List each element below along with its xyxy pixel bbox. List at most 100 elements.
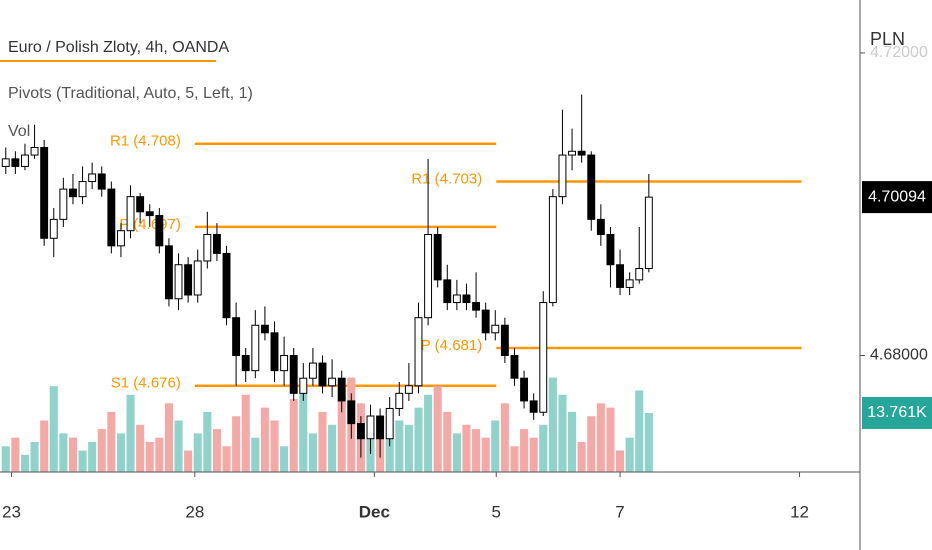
candle-body bbox=[184, 264, 193, 296]
candle-body bbox=[356, 423, 365, 440]
y-tick-label: 4.68000 bbox=[870, 347, 928, 364]
volume-bar bbox=[116, 433, 125, 472]
volume-bar bbox=[625, 437, 634, 472]
candle-body bbox=[40, 147, 49, 239]
pivot-label: R1 (4.708) bbox=[110, 133, 181, 150]
volume-bar bbox=[318, 411, 327, 472]
pivot-label: S1 (4.676) bbox=[111, 375, 181, 392]
volume-bar bbox=[414, 407, 423, 472]
candle-body bbox=[577, 150, 586, 156]
volume-bar bbox=[443, 411, 452, 472]
volume-bar bbox=[203, 411, 212, 472]
candle-body bbox=[404, 385, 413, 394]
x-tick-label: 28 bbox=[185, 502, 204, 521]
candle-body bbox=[500, 324, 509, 357]
candle-body bbox=[280, 355, 289, 372]
candle-body bbox=[481, 309, 490, 334]
volume-bar bbox=[40, 420, 49, 472]
volume-bar bbox=[145, 441, 154, 472]
volume-bar bbox=[184, 450, 193, 472]
volume-bar bbox=[251, 437, 260, 472]
candle-body bbox=[241, 355, 250, 372]
volume-bar bbox=[510, 446, 519, 472]
chart-title: Euro / Polish Zloty, 4h, OANDA bbox=[8, 39, 229, 56]
candle-body bbox=[472, 302, 481, 311]
volume-bar bbox=[452, 433, 461, 472]
volume-bar bbox=[577, 441, 586, 472]
candle-body bbox=[299, 377, 308, 394]
candle-body bbox=[116, 230, 125, 247]
volume-bar bbox=[500, 403, 509, 472]
candle-body bbox=[88, 173, 97, 183]
last-price-box bbox=[862, 181, 932, 214]
volume-bar bbox=[107, 411, 116, 472]
candle-body bbox=[644, 196, 653, 270]
volume-bar bbox=[616, 450, 625, 472]
volume-bar bbox=[88, 441, 97, 472]
candle-body bbox=[68, 188, 77, 198]
candle-body bbox=[78, 181, 87, 198]
candle-body bbox=[174, 264, 183, 300]
volume-bar bbox=[136, 424, 145, 472]
candle-body bbox=[395, 392, 404, 409]
candle-body bbox=[414, 317, 423, 387]
candle-body bbox=[212, 233, 221, 254]
volume-title: Vol bbox=[8, 123, 30, 140]
volume-bar bbox=[558, 394, 567, 472]
candle-body bbox=[424, 233, 433, 319]
volume-bar bbox=[289, 399, 298, 472]
candle-body bbox=[222, 252, 231, 319]
candle-body bbox=[49, 218, 58, 239]
candle-body bbox=[452, 294, 461, 304]
volume-bar bbox=[20, 454, 29, 472]
candles bbox=[1, 94, 653, 458]
x-tick-label: Dec bbox=[359, 502, 390, 521]
candle-body bbox=[548, 196, 557, 304]
candle-body bbox=[270, 332, 279, 372]
last-volume-label: 13.761K bbox=[867, 404, 927, 421]
volume-bar bbox=[337, 394, 346, 472]
volume-bar bbox=[222, 446, 231, 472]
volume-bar bbox=[241, 394, 250, 472]
volume-bar bbox=[59, 433, 68, 472]
candle-body bbox=[308, 362, 317, 379]
volume-bar bbox=[606, 407, 615, 472]
last-volume-box bbox=[862, 396, 932, 429]
candle-body bbox=[510, 355, 519, 379]
candle-body bbox=[251, 324, 260, 372]
volume-bar bbox=[424, 394, 433, 472]
volume-bar bbox=[548, 377, 557, 472]
candle-body bbox=[366, 415, 375, 440]
x-tick-label: 23 bbox=[2, 502, 21, 521]
volume-bar bbox=[472, 429, 481, 472]
volume-bar bbox=[280, 446, 289, 472]
axes: 4.68000 4.72000 23 28 Dec 5 7 12 4.70094 13.761K bbox=[2, 44, 932, 521]
candle-body bbox=[347, 400, 356, 425]
candle-body bbox=[635, 268, 644, 281]
volume-bar bbox=[385, 437, 394, 472]
volume-bar bbox=[97, 429, 106, 472]
candle-body bbox=[433, 233, 442, 281]
candle-body bbox=[164, 245, 173, 300]
currency: PLN bbox=[870, 29, 905, 49]
x-tick-label: 12 bbox=[790, 502, 809, 521]
candle-body bbox=[1, 158, 10, 167]
volume-bar bbox=[491, 420, 500, 472]
candle-body bbox=[107, 188, 116, 247]
candle-body bbox=[520, 377, 529, 402]
candle-body bbox=[558, 154, 567, 198]
candle-body bbox=[260, 324, 269, 334]
volume-bar bbox=[635, 390, 644, 472]
volume-bar bbox=[232, 416, 241, 472]
candle-body bbox=[59, 188, 68, 220]
candle-body bbox=[616, 264, 625, 288]
candle-body bbox=[97, 173, 106, 190]
volume-bar bbox=[260, 407, 269, 472]
candle-body bbox=[376, 415, 385, 440]
volume-bar bbox=[404, 424, 413, 472]
volume-bar bbox=[126, 394, 135, 472]
candle-body bbox=[193, 260, 202, 296]
candle-body bbox=[126, 196, 135, 232]
candle-body bbox=[155, 215, 164, 247]
